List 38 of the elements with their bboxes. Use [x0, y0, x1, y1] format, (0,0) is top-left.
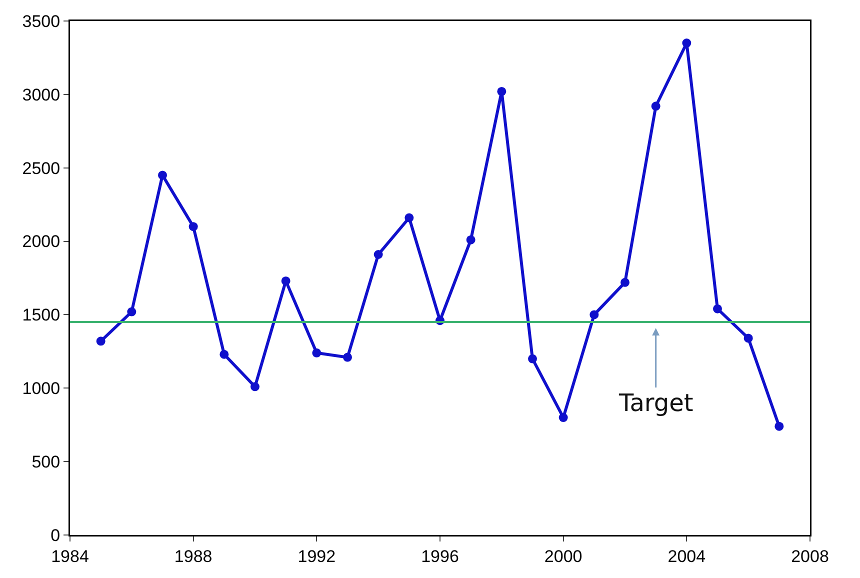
- point: [558, 413, 568, 422]
- point: [404, 213, 414, 222]
- y-tick-label: 3000: [22, 85, 60, 104]
- point: [774, 422, 784, 431]
- point: [343, 352, 352, 362]
- x-tick-label: 2000: [544, 546, 582, 566]
- point: [96, 336, 106, 346]
- y-tick-label: 500: [32, 452, 60, 472]
- y-tick-label: 1000: [22, 379, 60, 398]
- point: [312, 348, 322, 358]
- point: [497, 86, 506, 96]
- point: [281, 276, 290, 286]
- point: [466, 235, 476, 244]
- x-tick-label: 1992: [298, 546, 336, 566]
- y-tick-label: 0: [50, 526, 60, 545]
- point: [744, 334, 753, 343]
- x-tick-label: 1984: [51, 546, 89, 566]
- x-tick-label: 1996: [421, 546, 459, 566]
- ref-line-label: Target: [618, 389, 694, 417]
- point: [590, 310, 599, 320]
- x-tick-label: 2004: [668, 546, 706, 566]
- x-tick-label: 1988: [174, 546, 212, 566]
- point: [250, 382, 260, 392]
- point: [374, 250, 383, 259]
- point: [713, 304, 722, 314]
- point: [682, 38, 692, 48]
- y-tick-label: 2500: [22, 158, 60, 178]
- point: [651, 102, 660, 111]
- point: [158, 170, 167, 180]
- point: [620, 278, 630, 287]
- point: [127, 307, 136, 316]
- y-tick-label: 2000: [22, 232, 60, 252]
- x-tick-label: 2008: [791, 546, 829, 566]
- y-tick-label: 3500: [22, 12, 60, 31]
- point: [220, 350, 229, 359]
- y-tick-label: 1500: [22, 306, 60, 325]
- point: [188, 222, 198, 232]
- point: [528, 354, 537, 364]
